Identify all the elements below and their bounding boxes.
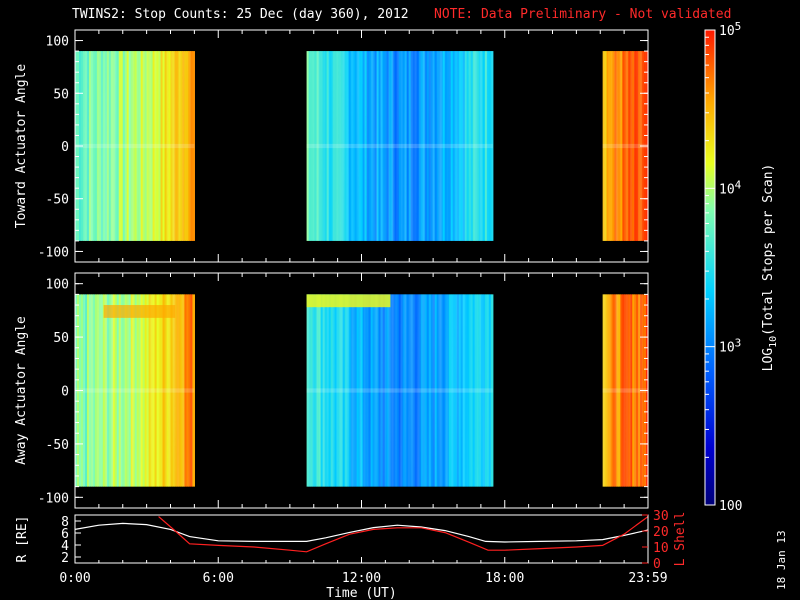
stripe-texture [75,294,195,487]
x-tick-label: 18:00 [485,571,524,586]
x-axis-label: Time (UT) [326,586,396,600]
y-tick-label: 4 [61,539,69,554]
date-stamp: 18 Jan 13 [775,530,788,590]
x-tick-label: 6:00 [203,571,234,586]
y-axis-label: R [RE] [15,516,30,563]
y-tick-label: 100 [46,278,69,293]
preliminary-note: NOTE: Data Preliminary - Not validated [434,7,731,22]
stripe-texture [306,294,493,487]
colorbar: 105 104 103 100 LOG10(Total Stops per Scan) [704,20,779,514]
data-block [75,51,195,241]
y-tick-label: -100 [38,491,69,506]
y2-tick-label: 20 [653,525,669,540]
colorbar-tick-label: 105 [719,20,741,39]
y2-tick-label: 10 [653,541,669,556]
y-tick-label: -100 [38,245,69,260]
y-tick-label: -50 [46,438,69,453]
stripe-texture [306,51,493,241]
away-heatmap-panel: 100 50 0 -50 -100 Away Actuator Angle [14,272,649,509]
colorbar-gradient [704,29,716,506]
data-block [602,51,649,241]
data-block [75,294,195,487]
y-tick-label: -50 [46,193,69,208]
colorbar-tick-label: 103 [719,337,741,356]
chart-title: TWINS2: Stop Counts: 25 Dec (day 360), 2… [72,7,409,22]
data-block [306,294,494,487]
y-tick-label: 50 [53,331,69,346]
y-tick-label: 2 [61,551,69,566]
colorbar-tick-label: 104 [719,178,742,197]
toward-heatmap-panel: 100 50 0 -50 -100 Toward Actuator Angle [14,29,649,263]
high-angle-band [306,294,391,308]
plot-frame [74,514,649,564]
y2-tick-label: 30 [653,509,669,524]
y-tick-label: 0 [61,140,69,155]
data-block [306,51,494,241]
y-axis-label: Toward Actuator Angle [14,64,29,229]
high-angle-band [103,305,176,318]
y2-axis-label: L Shell [673,512,688,567]
y-tick-label: 50 [53,87,69,102]
y-tick-label: 0 [61,385,69,400]
l-shell-line [158,516,649,553]
y-tick-label: 8 [61,515,69,530]
y-axis-label: Away Actuator Angle [14,316,29,465]
y-tick-label: 100 [46,35,69,50]
colorbar-tick-label: 100 [719,499,742,514]
stripe-texture [75,51,195,241]
y2-tick-label: 0 [653,557,661,572]
colorbar-label: LOG10(Total Stops per Scan) [761,164,779,372]
x-tick-label: 12:00 [342,571,381,586]
x-tick-label: 23:59 [628,571,667,586]
x-tick-label: 0:00 [59,571,90,586]
y-tick-label: 6 [61,527,69,542]
r-line [74,522,649,543]
